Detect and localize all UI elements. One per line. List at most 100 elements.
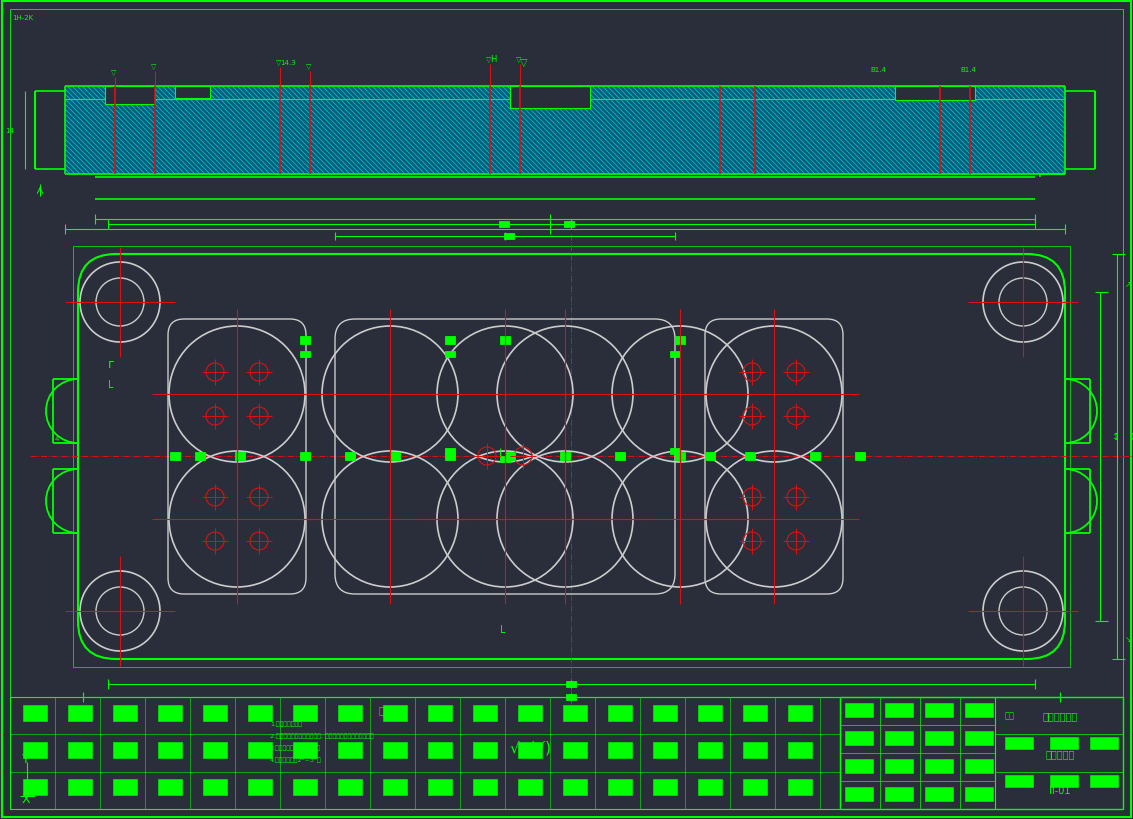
- Bar: [500, 337, 510, 345]
- Text: 1H-2K: 1H-2K: [12, 15, 33, 21]
- Bar: [810, 452, 820, 460]
- Bar: [383, 742, 407, 758]
- Bar: [68, 779, 92, 795]
- Bar: [73, 247, 1070, 667]
- Bar: [698, 779, 722, 795]
- Bar: [338, 779, 363, 795]
- Bar: [157, 779, 182, 795]
- Bar: [885, 704, 913, 717]
- Bar: [203, 705, 227, 721]
- Bar: [670, 449, 680, 455]
- Text: 14.3: 14.3: [280, 60, 296, 66]
- Bar: [698, 742, 722, 758]
- Bar: [746, 452, 755, 460]
- Bar: [518, 705, 542, 721]
- Bar: [174, 87, 210, 99]
- Bar: [500, 456, 510, 463]
- Bar: [925, 731, 953, 745]
- Bar: [170, 452, 180, 460]
- Bar: [845, 704, 874, 717]
- Bar: [510, 87, 590, 109]
- Bar: [10, 697, 840, 809]
- Bar: [68, 705, 92, 721]
- Text: ▽: ▽: [111, 70, 117, 76]
- Bar: [1090, 737, 1118, 749]
- Bar: [705, 452, 715, 460]
- Bar: [445, 449, 455, 455]
- Bar: [566, 681, 576, 687]
- Bar: [23, 779, 46, 795]
- Bar: [390, 452, 400, 460]
- Text: 4.未注货削斜度2°~3°。: 4.未注货削斜度2°~3°。: [270, 756, 322, 762]
- Bar: [885, 759, 913, 773]
- Bar: [1050, 775, 1077, 787]
- Text: 成都工业学院: 成都工业学院: [1042, 710, 1077, 720]
- Bar: [566, 695, 576, 700]
- Bar: [895, 87, 976, 101]
- Bar: [195, 452, 205, 460]
- Text: ↗: ↗: [1125, 280, 1132, 289]
- Bar: [1090, 775, 1118, 787]
- Bar: [965, 759, 993, 773]
- Bar: [965, 731, 993, 745]
- Bar: [203, 779, 227, 795]
- Text: ▽: ▽: [276, 60, 281, 66]
- Text: ▽: ▽: [151, 64, 156, 70]
- Bar: [518, 779, 542, 795]
- Bar: [300, 337, 310, 345]
- Text: 1.去锐角，抛光。: 1.去锐角，抛光。: [270, 721, 303, 726]
- Bar: [300, 452, 310, 460]
- Bar: [23, 742, 46, 758]
- Bar: [563, 779, 587, 795]
- Bar: [965, 704, 993, 717]
- Bar: [925, 787, 953, 801]
- Text: B1.4: B1.4: [870, 67, 886, 73]
- Bar: [338, 705, 363, 721]
- Bar: [608, 705, 632, 721]
- Text: X: X: [22, 793, 31, 806]
- Bar: [383, 779, 407, 795]
- Bar: [743, 705, 767, 721]
- Bar: [157, 742, 182, 758]
- Bar: [1050, 737, 1077, 749]
- Bar: [698, 705, 722, 721]
- Bar: [885, 731, 913, 745]
- Text: ↕: ↕: [1111, 432, 1121, 441]
- Text: ↕: ↕: [1128, 432, 1133, 441]
- Bar: [925, 759, 953, 773]
- Bar: [346, 452, 355, 460]
- Text: ▽: ▽: [520, 58, 528, 68]
- Bar: [615, 452, 625, 460]
- Bar: [787, 705, 812, 721]
- Bar: [248, 742, 272, 758]
- Bar: [563, 705, 587, 721]
- Bar: [113, 779, 137, 795]
- Bar: [787, 779, 812, 795]
- Bar: [653, 742, 678, 758]
- Text: L: L: [108, 379, 113, 390]
- Text: Y: Y: [22, 753, 29, 766]
- Bar: [653, 779, 678, 795]
- Bar: [653, 705, 678, 721]
- Bar: [248, 705, 272, 721]
- Text: B1.4: B1.4: [960, 67, 976, 73]
- Bar: [670, 351, 680, 358]
- Bar: [445, 337, 455, 345]
- Bar: [445, 351, 455, 358]
- Bar: [338, 742, 363, 758]
- Text: 技术要求: 技术要求: [378, 704, 402, 714]
- Text: ▽: ▽: [306, 64, 312, 70]
- Bar: [68, 742, 92, 758]
- Bar: [293, 779, 317, 795]
- Bar: [383, 705, 407, 721]
- Text: ↘: ↘: [1125, 635, 1132, 644]
- Bar: [885, 787, 913, 801]
- Bar: [563, 742, 587, 758]
- Text: 图纸: 图纸: [1005, 711, 1015, 720]
- Text: L: L: [500, 624, 505, 634]
- Bar: [845, 731, 874, 745]
- Bar: [743, 742, 767, 758]
- Bar: [925, 704, 953, 717]
- Bar: [840, 697, 1123, 809]
- Bar: [23, 705, 46, 721]
